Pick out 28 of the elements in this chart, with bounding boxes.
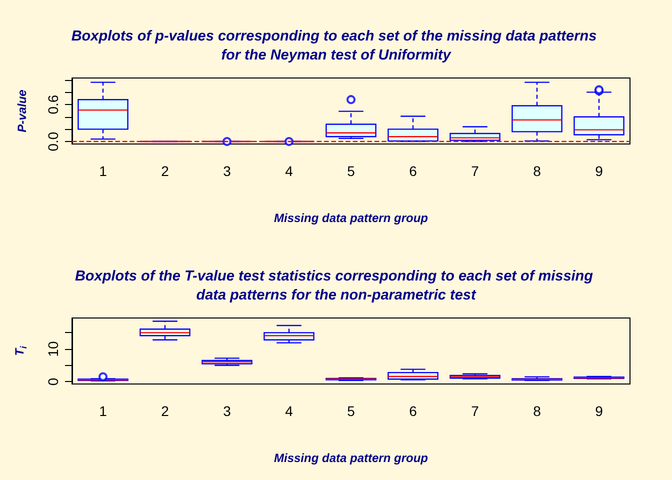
x-tick-label: 9 [595, 403, 604, 419]
x-tick-label: 4 [285, 163, 294, 179]
y-tick-label: 10 [45, 341, 61, 357]
x-tick-label: 3 [223, 163, 232, 179]
y-axis-title: Ti [12, 346, 28, 356]
x-tick-label: 8 [533, 403, 542, 419]
x-tick-label: 2 [161, 163, 170, 179]
y-tick-label: 0.0 [45, 132, 61, 152]
x-tick-label: 1 [99, 163, 108, 179]
y-tick-label: 0 [45, 378, 61, 386]
x-tick-label: 3 [223, 403, 232, 419]
x-axis-title: Missing data pattern group [274, 211, 428, 225]
chart-title: Boxplots of the T-value test statistics corresponding to each set of missing data patterns for the non-parametric test [74, 268, 598, 304]
x-tick-label: 7 [471, 403, 480, 419]
x-tick-label: 5 [347, 403, 356, 419]
x-tick-label: 1 [99, 403, 108, 419]
x-axis-title: Missing data pattern group [274, 451, 428, 465]
y-axis-title: P-value [15, 89, 29, 132]
x-tick-label: 7 [471, 163, 480, 179]
x-tick-label: 2 [161, 403, 170, 419]
x-tick-label: 6 [409, 403, 418, 419]
x-tick-label: 9 [595, 163, 604, 179]
y-tick-label: 0.6 [45, 94, 61, 114]
x-tick-label: 5 [347, 163, 356, 179]
x-tick-label: 6 [409, 163, 418, 179]
x-tick-label: 4 [285, 403, 294, 419]
x-tick-label: 8 [533, 163, 542, 179]
chart-title: Boxplots of p-values corresponding to each set of the missing data patterns for the Neyman test of Uniformity [71, 28, 601, 64]
